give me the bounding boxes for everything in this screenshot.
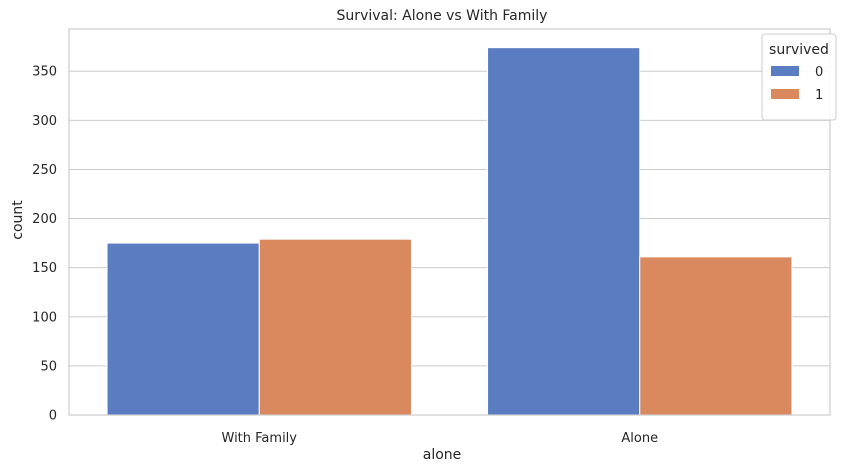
- chart-title: Survival: Alone vs With Family: [337, 8, 548, 24]
- bars: [106, 47, 793, 416]
- legend-label: 0: [815, 65, 823, 80]
- y-tick-label: 50: [40, 359, 57, 374]
- bar[interactable]: [106, 242, 260, 416]
- y-tick-label: 350: [32, 65, 57, 80]
- legend-items: 01: [771, 65, 823, 103]
- x-axis-label: alone: [423, 447, 462, 463]
- y-tick-label: 150: [32, 261, 57, 276]
- plot-frame: [68, 28, 831, 416]
- bar[interactable]: [487, 47, 641, 416]
- tick-labels: 0 50 100 150 200 250 300 350 With Family Alone: [32, 65, 658, 446]
- y-tick-label: 0: [49, 409, 57, 424]
- x-tick-label: Alone: [621, 431, 658, 446]
- y-tick-label: 250: [32, 163, 57, 178]
- y-axis-label: count: [10, 200, 26, 240]
- legend[interactable]: survived 01: [761, 33, 837, 121]
- bar[interactable]: [639, 256, 793, 416]
- y-tick-label: 300: [32, 114, 57, 129]
- x-tick-label: With Family: [222, 431, 298, 446]
- legend-swatch: [771, 66, 799, 76]
- legend-label: 1: [815, 88, 823, 103]
- y-tick-label: 100: [32, 310, 57, 325]
- legend-title: survived: [769, 42, 829, 58]
- bar[interactable]: [258, 238, 412, 416]
- y-tick-label: 200: [32, 212, 57, 227]
- legend-swatch: [771, 89, 799, 99]
